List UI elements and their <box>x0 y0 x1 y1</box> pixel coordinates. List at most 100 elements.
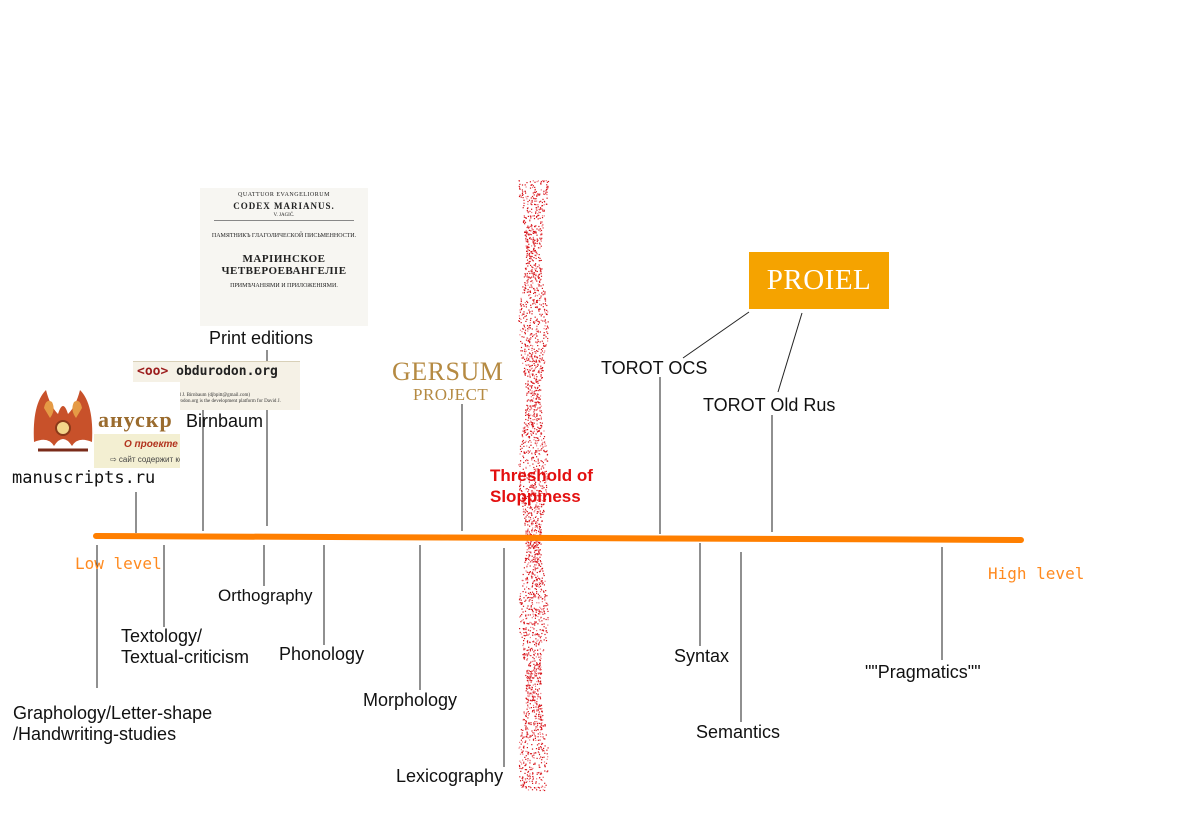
threshold-speck <box>540 295 542 297</box>
threshold-speck <box>542 629 544 631</box>
threshold-speck <box>536 580 538 582</box>
threshold-speck <box>530 541 532 543</box>
threshold-speck <box>523 324 525 326</box>
threshold-speck <box>546 749 548 751</box>
threshold-speck <box>529 375 531 377</box>
threshold-speck <box>536 630 538 632</box>
threshold-speck <box>529 369 531 372</box>
threshold-speck <box>533 302 535 304</box>
threshold-speck <box>545 445 547 447</box>
threshold-speck <box>537 567 539 569</box>
threshold-speck <box>539 428 541 430</box>
threshold-speck <box>535 359 537 361</box>
threshold-speck <box>525 674 527 677</box>
proiel-logo: PROIEL <box>749 252 889 309</box>
threshold-speck <box>542 209 544 211</box>
threshold-speck <box>526 394 528 396</box>
threshold-speck <box>525 578 527 580</box>
threshold-speck <box>527 207 529 209</box>
threshold-speck <box>519 616 521 618</box>
threshold-speck <box>526 747 528 749</box>
threshold-speck <box>527 789 530 791</box>
threshold-speck <box>530 673 532 675</box>
threshold-speck <box>524 452 526 454</box>
threshold-speck <box>537 733 539 735</box>
threshold-speck <box>536 546 538 548</box>
threshold-speck <box>530 519 532 521</box>
threshold-speck <box>543 573 545 575</box>
threshold-speck <box>532 583 534 585</box>
threshold-speck <box>523 597 525 599</box>
threshold-speck <box>528 246 530 248</box>
threshold-speck <box>525 368 527 370</box>
threshold-speck <box>539 308 541 310</box>
threshold-speck <box>530 317 532 320</box>
threshold-speck <box>525 559 527 562</box>
threshold-speck <box>530 386 533 388</box>
threshold-speck <box>534 702 536 704</box>
threshold-speck <box>544 297 546 299</box>
threshold-speck <box>541 719 543 721</box>
threshold-speck <box>527 407 529 409</box>
threshold-speck <box>539 582 541 584</box>
threshold-speck <box>529 769 531 771</box>
threshold-speck <box>540 718 542 720</box>
threshold-speck <box>525 196 527 198</box>
threshold-speck <box>519 463 521 465</box>
threshold-speck <box>539 297 541 300</box>
threshold-speck <box>544 782 546 784</box>
threshold-speck <box>532 415 534 417</box>
threshold-speck <box>525 654 527 656</box>
threshold-speck <box>541 359 543 361</box>
threshold-speck <box>531 748 534 750</box>
threshold-speck <box>530 606 532 608</box>
threshold-speck <box>544 303 546 305</box>
threshold-speck <box>538 265 540 267</box>
threshold-speck <box>518 320 520 322</box>
threshold-speck <box>529 475 531 478</box>
threshold-speck <box>538 644 540 646</box>
threshold-speck <box>547 604 549 606</box>
threshold-speck <box>538 194 541 196</box>
threshold-speck <box>529 551 531 553</box>
threshold-speck <box>530 258 532 260</box>
threshold-speck <box>539 620 541 623</box>
threshold-speck <box>523 485 525 488</box>
threshold-speck <box>525 653 527 655</box>
threshold-speck <box>533 499 535 501</box>
threshold-speck <box>539 640 541 643</box>
threshold-speck <box>541 759 543 761</box>
threshold-speck <box>524 290 526 292</box>
threshold-speck <box>525 786 527 788</box>
threshold-speck <box>525 532 527 534</box>
threshold-speck <box>538 582 540 584</box>
threshold-speck <box>535 451 537 453</box>
threshold-speck <box>524 370 526 372</box>
threshold-speck <box>530 251 532 253</box>
threshold-speck <box>535 198 537 200</box>
threshold-speck <box>533 471 535 473</box>
threshold-speck <box>539 243 541 245</box>
threshold-speck <box>532 242 534 244</box>
threshold-speck <box>535 541 537 543</box>
threshold-speck <box>534 763 536 765</box>
threshold-speck <box>529 338 532 341</box>
threshold-speck <box>534 671 536 673</box>
threshold-speck <box>533 592 535 595</box>
threshold-speck <box>534 622 536 624</box>
threshold-speck <box>525 409 527 411</box>
threshold-speck <box>540 359 542 361</box>
threshold-speck <box>543 591 545 593</box>
threshold-speck <box>533 551 536 553</box>
threshold-speck <box>526 774 528 776</box>
threshold-speck <box>522 511 524 513</box>
threshold-speck <box>526 231 528 233</box>
threshold-speck <box>540 259 542 261</box>
threshold-speck <box>536 778 538 780</box>
threshold-speck <box>524 756 526 758</box>
threshold-speck <box>536 663 538 665</box>
threshold-speck <box>530 655 532 657</box>
threshold-speck <box>530 280 532 283</box>
threshold-speck <box>536 418 538 420</box>
threshold-speck <box>536 744 539 746</box>
